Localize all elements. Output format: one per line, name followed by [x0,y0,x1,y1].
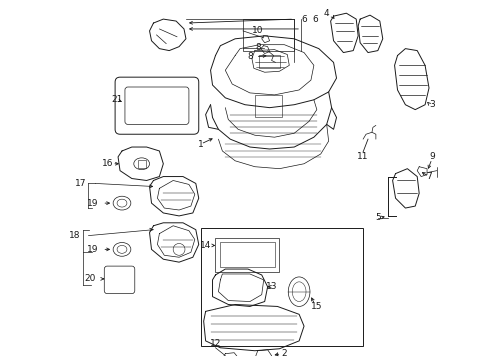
Text: 13: 13 [266,282,277,291]
Text: 9: 9 [429,152,435,161]
Text: 15: 15 [311,302,322,311]
Bar [259,54,280,68]
Bar [220,243,274,267]
Text: 17: 17 [75,179,86,188]
Text: 16: 16 [101,159,113,168]
Text: 8: 8 [247,52,253,61]
Text: 10: 10 [252,26,264,35]
Bar [201,228,363,346]
Text: 12: 12 [210,339,221,348]
Text: 2: 2 [282,349,287,358]
Text: 18: 18 [69,231,80,240]
Text: 7: 7 [426,172,432,181]
Bar [255,95,282,117]
Text: 19: 19 [87,199,98,208]
Bar [216,238,279,272]
Text: 21: 21 [111,95,123,104]
Text: 20: 20 [85,274,96,283]
Text: 3: 3 [429,100,435,109]
Text: 11: 11 [357,152,369,161]
Text: 4: 4 [324,9,329,18]
Text: 8: 8 [255,43,261,52]
Text: 6: 6 [301,15,307,24]
Text: 19: 19 [87,245,98,254]
Text: 1: 1 [198,140,203,149]
Text: 6: 6 [312,15,318,24]
Bar [138,160,146,168]
Bar [243,19,294,51]
Text: 14: 14 [200,241,211,250]
Text: 5: 5 [375,213,381,222]
